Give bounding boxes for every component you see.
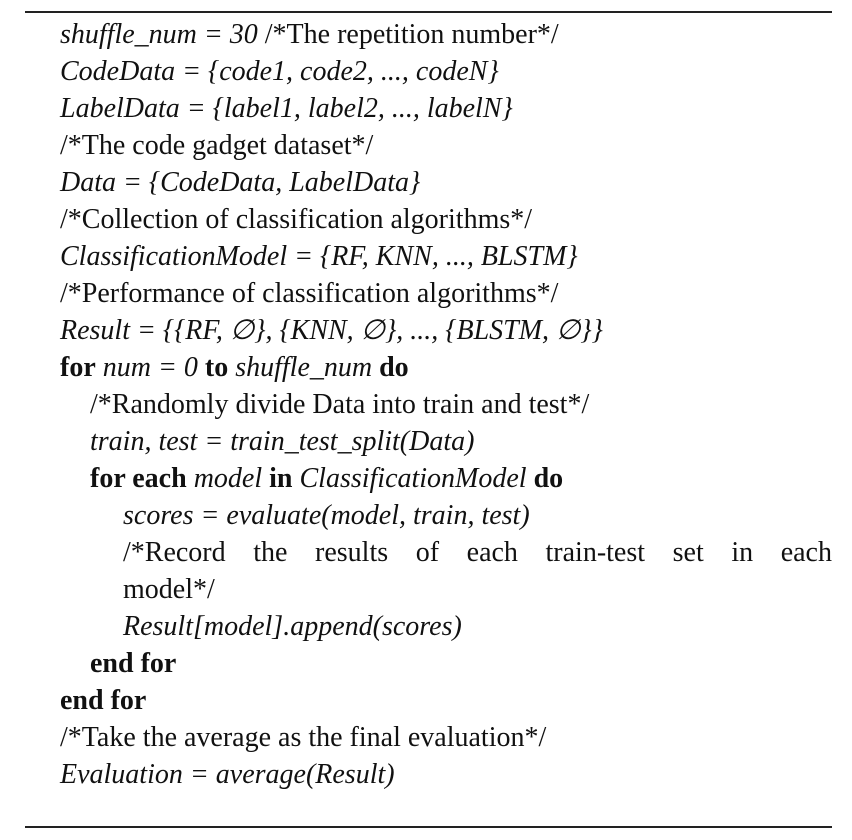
line-performance-comment: /*Performance of classification algorith… — [60, 276, 832, 312]
math-classification-model-ref: ClassificationModel — [299, 463, 527, 494]
comment-repetition: /*The repetition number*/ — [264, 19, 559, 50]
math-shuffle-num-ref: shuffle_num — [235, 352, 373, 383]
line-for-loop: for num = 0 to shuffle_num do — [60, 350, 832, 386]
line-label-data: LabelData = {label1, label2, ..., labelN… — [60, 91, 832, 127]
comment-record-cont: model*/ — [123, 574, 215, 605]
math-classification-model: ClassificationModel = {RF, KNN, ..., BLS… — [60, 241, 578, 272]
line-record-comment-cont: model*/ — [123, 572, 832, 608]
comment-divide: /*Randomly divide Data into train and te… — [90, 389, 590, 420]
line-code-data: CodeData = {code1, code2, ..., codeN} — [60, 54, 832, 90]
comment-performance: /*Performance of classification algorith… — [60, 278, 559, 309]
keyword-in: in — [269, 463, 293, 494]
comment-average: /*Take the average as the final evaluati… — [60, 722, 547, 753]
keyword-end-for-outer: end for — [60, 685, 147, 716]
keyword-to: to — [204, 352, 229, 383]
math-evaluation: Evaluation = average(Result) — [60, 759, 395, 790]
keyword-for: for — [60, 352, 96, 383]
line-classification-model: ClassificationModel = {RF, KNN, ..., BLS… — [60, 239, 832, 275]
math-data: Data = {CodeData, LabelData} — [60, 167, 421, 198]
keyword-end-for-inner: end for — [90, 648, 177, 679]
line-average-comment: /*Take the average as the final evaluati… — [60, 720, 832, 756]
math-scores: scores = evaluate(model, train, test) — [123, 500, 530, 531]
math-num: num = 0 — [102, 352, 198, 383]
line-scores: scores = evaluate(model, train, test) — [123, 498, 832, 534]
keyword-do-inner: do — [533, 463, 564, 494]
comment-record: /*Record the results of each train-test … — [123, 537, 832, 568]
bottom-rule — [25, 826, 832, 828]
line-end-for-outer: end for — [60, 683, 832, 719]
line-result: Result = {{RF, ∅}, {KNN, ∅}, ..., {BLSTM… — [60, 313, 832, 349]
math-train-test-split: train, test = train_test_split(Data) — [90, 426, 475, 457]
line-train-test-split: train, test = train_test_split(Data) — [90, 424, 832, 460]
line-divide-comment: /*Randomly divide Data into train and te… — [90, 387, 832, 423]
line-result-append: Result[model].append(scores) — [123, 609, 832, 645]
line-record-comment: /*Record the results of each train-test … — [123, 535, 832, 571]
line-evaluation: Evaluation = average(Result) — [60, 757, 832, 793]
math-result: Result = {{RF, ∅}, {KNN, ∅}, ..., {BLSTM… — [60, 315, 603, 346]
math-code-data: CodeData = {code1, code2, ..., codeN} — [60, 56, 499, 87]
line-data: Data = {CodeData, LabelData} — [60, 165, 832, 201]
math-model: model — [193, 463, 263, 494]
line-for-each: for each model in ClassificationModel do — [90, 461, 832, 497]
line-collection-comment: /*Collection of classification algorithm… — [60, 202, 832, 238]
math-label-data: LabelData = {label1, label2, ..., labelN… — [60, 93, 513, 124]
line-shuffle-num: shuffle_num = 30 /*The repetition number… — [60, 17, 832, 53]
line-end-for-inner: end for — [90, 646, 832, 682]
math-shuffle-num: shuffle_num = 30 — [60, 19, 258, 50]
math-result-append: Result[model].append(scores) — [123, 611, 462, 642]
keyword-do: do — [379, 352, 409, 383]
top-rule — [25, 11, 832, 13]
comment-collection: /*Collection of classification algorithm… — [60, 204, 533, 235]
comment-dataset: /*The code gadget dataset*/ — [60, 130, 374, 161]
keyword-for-each: for each — [90, 463, 187, 494]
line-dataset-comment: /*The code gadget dataset*/ — [60, 128, 832, 164]
